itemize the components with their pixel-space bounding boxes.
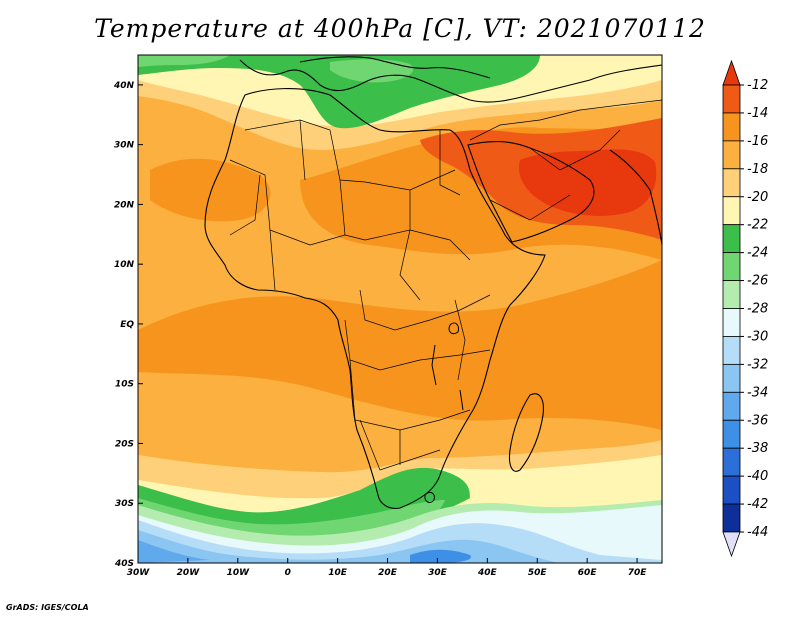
lon-axis: 30W 20W 10W 0 10E 20E 30E 40E 50E 60E 70E [127, 558, 647, 578]
lon-tick-label: 20W [177, 568, 201, 578]
lat-tick-label: 40N [113, 81, 135, 91]
colorbar-label: -24 [747, 246, 768, 261]
mediterranean-north-coast [299, 56, 491, 79]
colorbar-label: -40 [747, 469, 768, 484]
colorbar-segment [722, 308, 741, 337]
india-coastline [609, 149, 662, 246]
lat-tick-label: 30S [115, 499, 134, 509]
colorbar-segment [722, 280, 741, 309]
field-m26-m24-balkans [330, 59, 414, 83]
field-m16-m14-tropics [138, 260, 662, 430]
colorbar-label: -36 [747, 413, 768, 428]
colorbar-label: -26 [747, 274, 768, 289]
colorbar-segment [722, 224, 741, 254]
madagascar-coastline [508, 393, 544, 472]
chart-title: Temperature at 400hPa [C], VT: 202107011… [94, 14, 706, 43]
colorbar-label: -20 [747, 190, 768, 205]
colorbar-label: -16 [747, 134, 768, 149]
colorbar-segment [722, 419, 741, 449]
lat-tick-label: 30N [114, 141, 135, 151]
colorbar-segment [722, 252, 741, 281]
colorbar-segment [722, 475, 741, 505]
colorbar: -12 -14 -16 -18 -20 -22 -24 -26 -28 -30 -32 -34 -36 -… [722, 59, 768, 558]
colorbar-segment [722, 196, 741, 226]
lat-tick-label: EQ [120, 320, 134, 330]
colorbar-segment [722, 168, 741, 198]
lon-tick-label: 0 [285, 568, 291, 578]
colorbar-label: -38 [747, 441, 768, 456]
colorbar-segment [722, 363, 741, 393]
colorbar-segment [722, 336, 741, 365]
colorbar-label: -14 [747, 106, 768, 121]
lat-tick-label: 40S [114, 559, 134, 569]
lakes [424, 322, 464, 503]
colorbar-label: -28 [747, 302, 768, 317]
lon-tick-label: 20E [378, 568, 398, 578]
colorbar-segment [722, 84, 741, 114]
plot-frame [137, 54, 663, 564]
colorbar-label: -32 [747, 357, 768, 372]
grads-credit: GrADS: IGES/COLA [6, 603, 89, 612]
colorbar-segment [722, 447, 741, 477]
colorbar-segment [722, 140, 741, 170]
coastlines [204, 56, 662, 509]
field-m36-m34-south [138, 540, 210, 563]
europe-coastline [239, 59, 662, 103]
colorbar-label: -42 [747, 497, 768, 512]
lon-tick-label: 50E [528, 568, 548, 578]
colorbar-segment [722, 503, 741, 533]
lat-tick-label: 10S [115, 380, 134, 390]
lat-axis: 40N 30N 20N 10N EQ 10S 20S 30S 40S [113, 81, 143, 569]
lon-tick-label: 40E [477, 568, 498, 578]
colorbar-label: -30 [747, 329, 768, 344]
colorbar-segment [722, 391, 741, 421]
lon-tick-label: 70E [628, 568, 648, 578]
field-m26-m24-north [138, 55, 230, 67]
lon-tick-label: 10W [227, 568, 251, 578]
lon-tick-label: 30E [428, 568, 448, 578]
country-borders [229, 99, 662, 471]
colorbar-label: -12 [747, 78, 768, 93]
africa-coastline [204, 88, 546, 509]
colorbar-segment [722, 112, 741, 142]
colorbar-label: -44 [747, 525, 768, 540]
colorbar-bottom-arrow [722, 531, 741, 558]
temperature-field [138, 55, 662, 563]
colorbar-top-arrow [722, 59, 741, 86]
field-m38-m36-south [410, 549, 471, 563]
field-m16-m14-west [150, 158, 271, 222]
lon-tick-label: 10E [328, 568, 348, 578]
colorbar-label: -22 [747, 218, 768, 233]
field-m32-m30-south [138, 520, 662, 563]
lat-tick-label: 10N [114, 260, 135, 270]
lon-tick-label: 60E [578, 568, 598, 578]
field-ge-m12-core [518, 149, 657, 216]
lat-tick-label: 20S [115, 439, 134, 449]
colorbar-label: -34 [747, 385, 768, 400]
lat-tick-label: 20N [114, 200, 135, 210]
field-m24-m22-mediterranean [138, 55, 540, 129]
colorbar-label: -18 [747, 162, 768, 177]
lon-tick-label: 30W [127, 568, 151, 578]
